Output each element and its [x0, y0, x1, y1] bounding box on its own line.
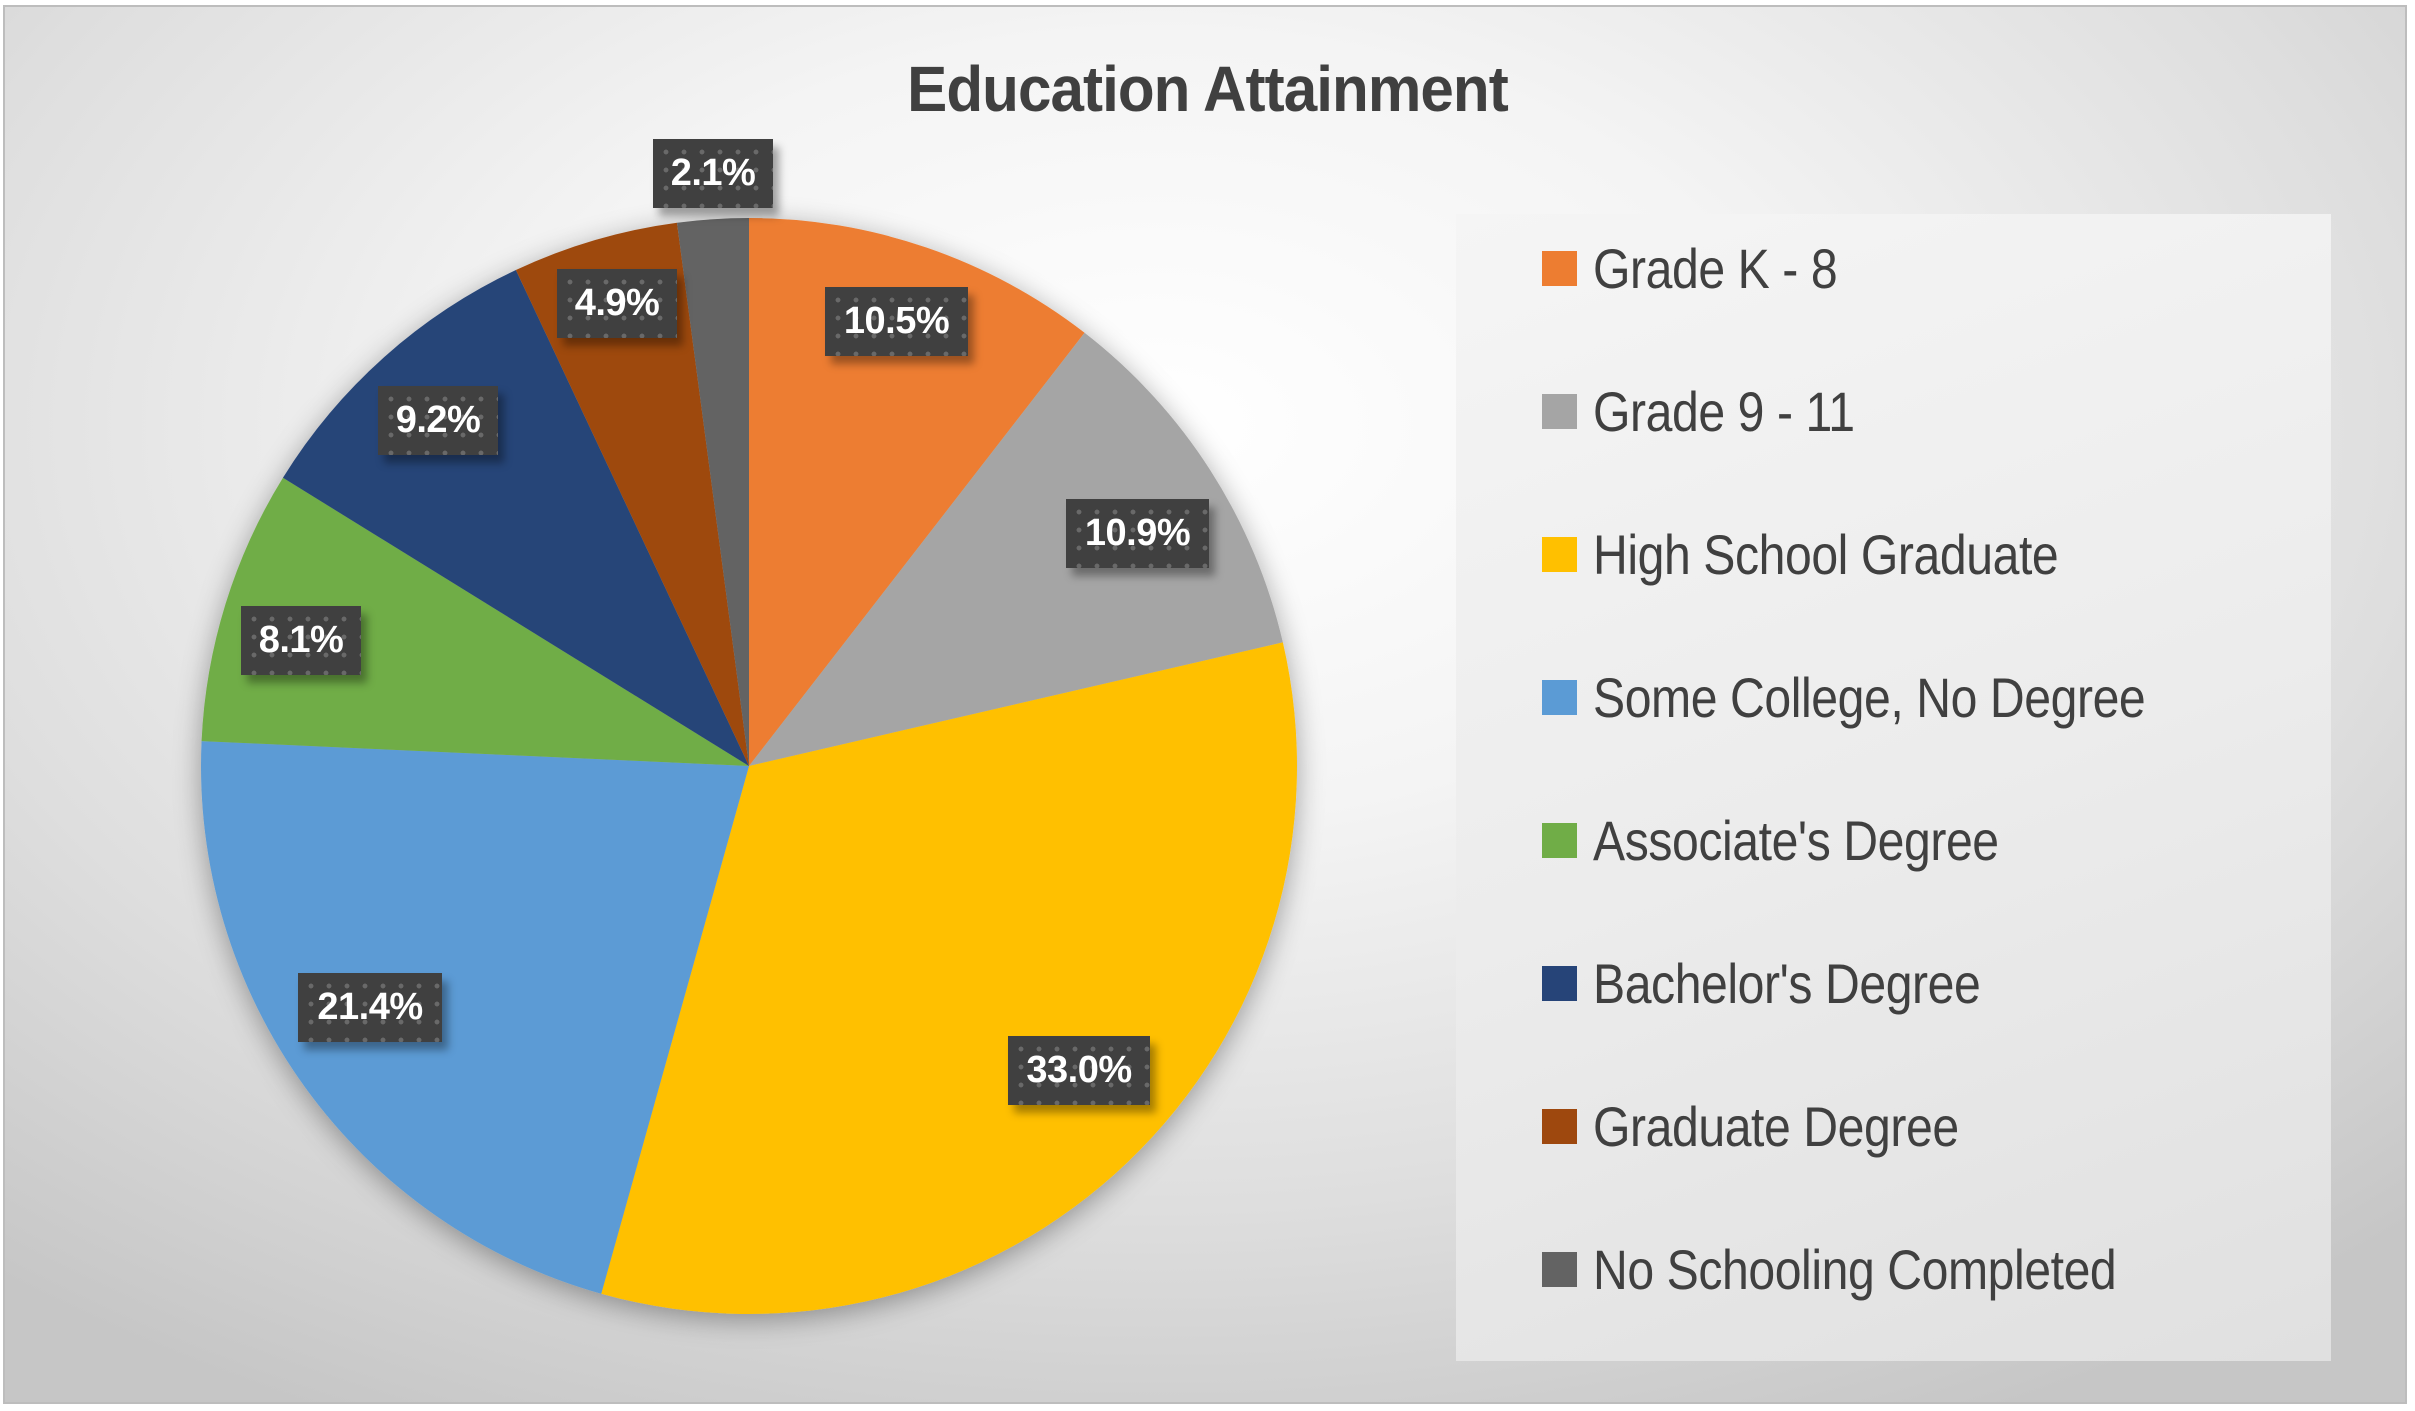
legend: Grade K - 8 Grade 9 - 11 High School Gra…: [1456, 214, 2331, 1361]
data-label-bachelors-degree: 9.2%: [378, 386, 498, 455]
legend-item-some-college[interactable]: Some College, No Degree: [1542, 665, 2235, 729]
data-label-graduate-degree: 4.9%: [557, 269, 677, 338]
legend-label: Graduate Degree: [1593, 1094, 1959, 1158]
data-label-high-school-graduate: 33.0%: [1008, 1036, 1150, 1105]
legend-item-grade-k-8[interactable]: Grade K - 8: [1542, 236, 1877, 300]
pie-slice-associates-degree[interactable]: [201, 477, 750, 766]
data-label-some-college: 21.4%: [298, 973, 442, 1042]
pie-slice-no-schooling[interactable]: [676, 218, 749, 766]
legend-item-graduate-degree[interactable]: Graduate Degree: [1542, 1094, 2018, 1158]
legend-label: Associate's Degree: [1593, 808, 1999, 872]
data-label-grade-k-8: 10.5%: [825, 287, 968, 356]
legend-label: Grade 9 - 11: [1593, 379, 1855, 443]
pie-slice-high-school-graduate[interactable]: [601, 642, 1297, 1314]
data-label-no-schooling: 2.1%: [653, 139, 773, 208]
legend-swatch: [1542, 822, 1577, 858]
legend-label: High School Graduate: [1593, 522, 2059, 586]
legend-label: Bachelor's Degree: [1593, 951, 1981, 1015]
chart-title: Education Attainment: [907, 53, 1509, 125]
data-label-associates-degree: 8.1%: [241, 606, 361, 675]
legend-swatch: [1542, 1108, 1577, 1144]
legend-swatch: [1542, 965, 1577, 1001]
pie-slice-some-college[interactable]: [200, 741, 750, 1294]
pie-slice-grade-9-11[interactable]: [749, 332, 1283, 766]
legend-label: Grade K - 8: [1593, 236, 1838, 300]
legend-swatch: [1542, 250, 1577, 286]
legend-item-high-school-graduate[interactable]: High School Graduate: [1542, 522, 2134, 586]
legend-item-bachelors-degree[interactable]: Bachelor's Degree: [1542, 951, 2043, 1015]
pie-slice-graduate-degree[interactable]: [515, 222, 749, 767]
legend-item-no-schooling[interactable]: No Schooling Completed: [1542, 1237, 2201, 1301]
legend-swatch: [1542, 1251, 1577, 1287]
legend-swatch: [1542, 679, 1577, 715]
data-label-grade-9-11: 10.9%: [1066, 499, 1209, 568]
legend-label: No Schooling Completed: [1593, 1237, 2117, 1301]
legend-item-grade-9-11[interactable]: Grade 9 - 11: [1542, 379, 1897, 443]
legend-swatch: [1542, 536, 1577, 572]
legend-item-associates-degree[interactable]: Associate's Degree: [1542, 808, 2065, 872]
legend-label: Some College, No Degree: [1593, 665, 2146, 729]
legend-swatch: [1542, 393, 1577, 429]
